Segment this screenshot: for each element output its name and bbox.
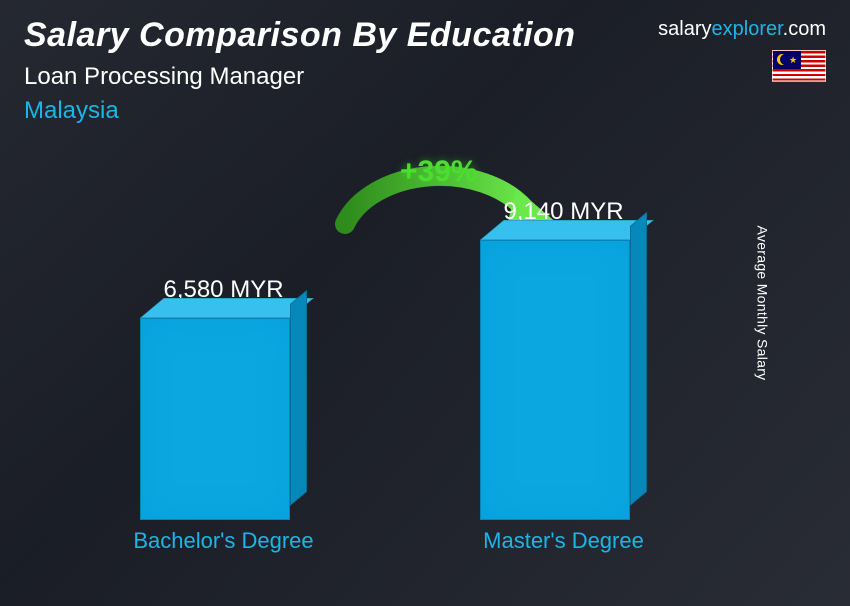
flag-crescent-icon bbox=[777, 54, 788, 65]
brand-suffix: .com bbox=[783, 18, 826, 40]
flag-star-icon: ★ bbox=[789, 56, 797, 65]
bar bbox=[140, 318, 290, 520]
bar bbox=[480, 240, 630, 520]
bar-chart: 6,580 MYR Bachelor's Degree 9,140 MYR Maste… bbox=[80, 160, 770, 556]
country-name: Malaysia bbox=[24, 97, 826, 125]
bar-category-label: Master's Degree bbox=[460, 528, 667, 554]
job-title: Loan Processing Manager bbox=[24, 63, 826, 91]
brand-mid: explorer bbox=[712, 18, 783, 40]
bar-top-face bbox=[480, 220, 654, 240]
content-root: Salary Comparison By Education Loan Proc… bbox=[0, 0, 850, 606]
bar-side-face bbox=[290, 290, 307, 506]
bar-category-label: Bachelor's Degree bbox=[120, 528, 327, 554]
bar-top-face bbox=[140, 298, 314, 318]
flag-icon: ★ bbox=[772, 50, 826, 82]
bar-front-face bbox=[140, 318, 290, 520]
flag-canton: ★ bbox=[773, 51, 801, 69]
bar-side-face bbox=[630, 212, 647, 506]
brand-logo: salaryexplorer.com bbox=[658, 18, 826, 41]
bar-front-face bbox=[480, 240, 630, 520]
bar-group: 9,140 MYR bbox=[480, 198, 647, 520]
brand-prefix: salary bbox=[658, 18, 711, 40]
bar-group: 6,580 MYR bbox=[140, 276, 307, 520]
